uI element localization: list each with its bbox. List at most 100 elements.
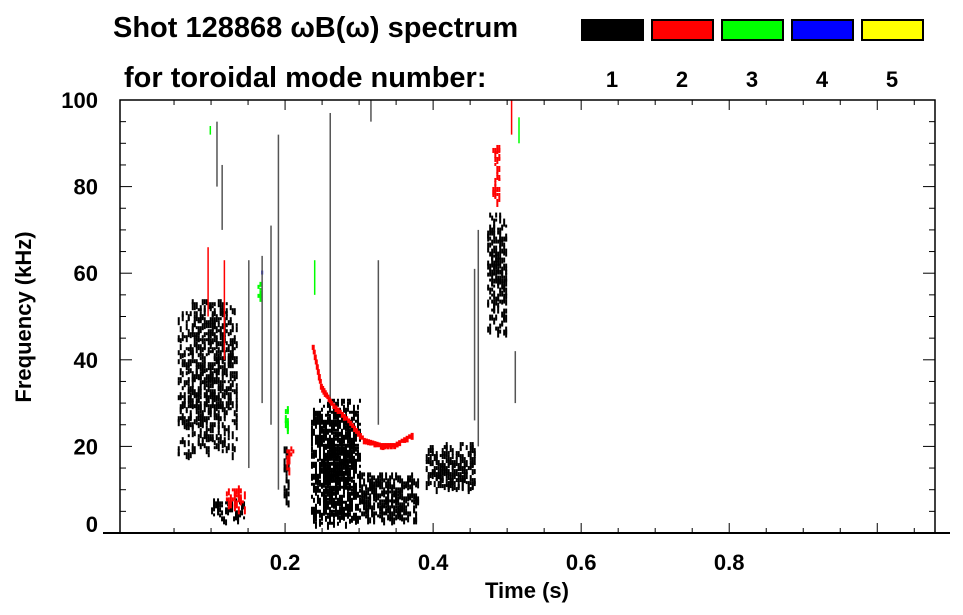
spectral-cell [363,490,366,495]
spectral-cell [187,347,190,352]
spectral-cell [231,504,234,513]
spectral-cell [393,490,396,496]
spectral-cell [314,512,317,518]
spectral-cell [183,440,186,448]
spectral-cell [491,317,494,321]
spectral-cell [207,404,210,408]
spectral-cell [381,472,384,477]
spectral-cell [505,266,508,272]
spectral-cell [487,233,490,242]
spectral-cell [493,230,496,235]
spectral-cell [213,347,216,351]
spectral-cell [199,356,202,361]
spectral-cell [344,521,347,529]
spectral-cell [344,425,347,432]
spectral-cell [497,260,500,266]
spectral-cell [403,484,406,490]
spectral-cell [209,320,212,329]
spectral-cell [191,329,194,335]
spectral-cell [407,511,410,515]
spectral-cell [193,338,196,347]
spectral-cell [439,454,442,458]
spectral-cell [503,278,506,283]
spectral-cell [346,452,349,459]
spectral-cell [259,281,262,287]
spectral-cell [211,374,214,380]
spectral-cell [177,446,180,451]
spectral-cell [346,401,349,408]
spectral-cell [215,377,218,383]
spectral-cell [227,407,230,411]
spectral-cell [431,451,434,456]
spectral-cell [375,481,378,488]
spectral-cell [312,464,315,468]
spectral-cell [348,473,351,477]
spectral-cell [177,419,180,427]
spectral-cell [326,419,329,425]
spectral-cell [499,299,502,304]
spectral-cell [389,490,392,494]
spectral-cell [429,481,432,486]
spectral-cell [457,472,460,478]
spectral-cell [469,460,472,465]
spectral-cell [499,329,502,334]
spectral-cell [312,416,315,421]
spectral-cell [497,269,500,275]
spectral-cell [195,359,198,365]
spectral-cell [235,413,238,418]
spectral-cell [334,422,337,426]
spectral-cell [501,257,504,264]
spectral-cell [367,499,370,507]
spectral-cell [286,464,289,468]
spectral-cell [217,443,220,452]
spectral-cell [211,302,214,306]
spectral-cell [389,499,392,503]
spectral-cell [354,452,357,456]
spectral-cell [205,353,208,357]
spectral-cell [213,311,216,317]
spectral-cell [191,332,194,338]
spectral-cell [457,466,460,472]
spectral-cell [229,500,232,509]
spectral-cell [219,501,222,508]
spectral-cell [181,362,184,366]
spectral-cell [369,502,372,510]
spectral-cell [217,404,220,410]
spectral-cell [332,503,335,507]
spectral-cell [187,353,190,357]
spectral-cell [401,517,404,522]
spectral-cell [215,404,218,412]
spectral-cell [207,347,210,353]
spectral-cell [283,488,286,492]
spectral-cell [285,488,288,497]
spectral-cell [324,431,327,437]
spectral-cell [320,437,323,446]
spectral-cell [326,455,329,461]
spectral-cell [473,457,476,466]
spectral-cell [215,359,218,364]
spectral-cell [342,404,345,413]
spectral-cell [233,410,236,417]
spectral-cell [318,479,321,487]
spectral-cell [334,512,337,517]
spectral-cell [496,144,499,152]
spectral-cell [340,500,343,504]
spectral-cell [334,434,337,438]
spectral-cell [213,368,216,374]
spectral-cell [199,407,202,414]
spectral-cell [391,511,394,520]
spectral-cell [241,507,244,511]
spectral-cell [199,344,202,349]
spectral-cell [219,317,222,321]
spectral-cell [499,257,502,266]
spectral-cell [330,452,333,456]
spectral-cell [187,380,190,384]
spectral-cell [314,467,317,476]
spectral-cell [494,180,497,186]
spectral-cell [314,419,317,425]
spectral-cell [348,446,351,452]
spectral-cell [338,509,341,516]
spectral-cell [336,455,339,462]
spectral-cell [181,404,184,409]
spectral-cell [205,434,208,439]
